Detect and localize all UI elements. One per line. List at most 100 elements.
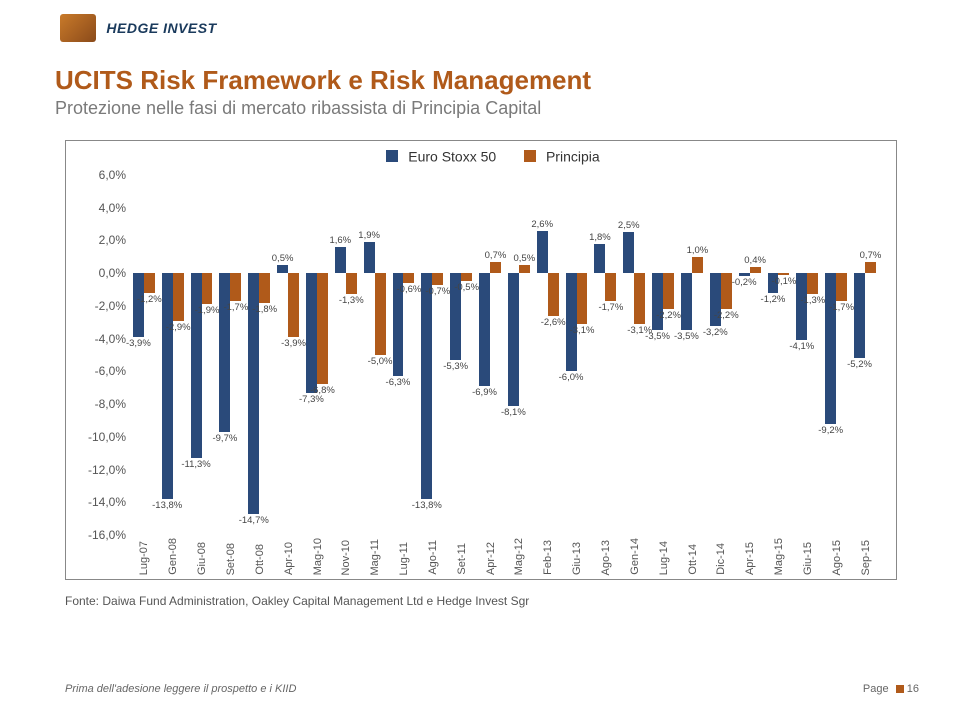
bar	[739, 273, 750, 276]
bar	[364, 242, 375, 273]
bar	[508, 273, 519, 406]
chart-legend: Euro Stoxx 50 Principia	[66, 147, 896, 164]
bar-value-label: -1,9%	[195, 305, 220, 316]
y-tick-label: -14,0%	[76, 495, 126, 509]
bar-value-label: -11,3%	[181, 459, 210, 470]
bar-value-label: 1,0%	[687, 245, 709, 256]
bar-value-label: -9,7%	[212, 433, 237, 444]
bar-value-label: 1,9%	[358, 230, 380, 241]
brand-logo: HEDGE INVEST	[60, 14, 217, 42]
bar	[162, 273, 173, 499]
bar-value-label: -1,2%	[137, 294, 162, 305]
y-tick-label: -4,0%	[76, 332, 126, 346]
bar	[721, 273, 732, 309]
y-tick-label: -12,0%	[76, 463, 126, 477]
bar-value-label: -1,7%	[223, 302, 248, 313]
x-tick-label: Mag-12	[513, 538, 525, 575]
bar	[202, 273, 213, 304]
bar	[432, 273, 443, 284]
x-tick-label: Ago-13	[600, 540, 612, 575]
bar	[796, 273, 807, 340]
x-tick-label: Apr-10	[283, 542, 295, 575]
bar	[421, 273, 432, 499]
bar-value-label: 0,7%	[485, 250, 507, 261]
x-tick-label: Lug-11	[398, 542, 410, 575]
bar	[577, 273, 588, 324]
x-tick-label: Mag-10	[312, 538, 324, 575]
x-tick-label: Apr-12	[485, 542, 497, 575]
bar	[663, 273, 674, 309]
bar	[750, 267, 761, 274]
bar-value-label: -2,9%	[166, 322, 191, 333]
bar-value-label: -5,0%	[368, 356, 393, 367]
bar-value-label: 0,4%	[744, 255, 766, 266]
chart-container: Euro Stoxx 50 Principia -3,9% -1,2% -13,8%…	[65, 140, 897, 580]
bar	[335, 247, 346, 273]
x-tick-label: Ott-08	[254, 544, 266, 575]
bar-value-label: -1,8%	[252, 304, 277, 315]
bar-value-label: -2,2%	[656, 310, 681, 321]
y-tick-label: 0,0%	[76, 266, 126, 280]
bar	[623, 232, 634, 273]
legend-label-b: Principia	[546, 148, 600, 164]
y-tick-label: -8,0%	[76, 397, 126, 411]
bar-value-label: -1,2%	[761, 294, 786, 305]
bar-value-label: 0,5%	[272, 253, 294, 264]
bar	[865, 262, 876, 273]
bar-value-label: -1,7%	[598, 302, 623, 313]
bar-value-label: -0,1%	[772, 276, 797, 287]
bar-value-label: -13,8%	[412, 500, 442, 511]
bar	[317, 273, 328, 384]
bar-value-label: -0,5%	[454, 282, 479, 293]
bar-value-label: 2,6%	[531, 219, 553, 230]
chart-plot: -3,9% -1,2% -13,8% -2,9% -11,3% -1,9% -9,7% -1,…	[130, 175, 880, 535]
x-tick-label: Dic-14	[715, 543, 727, 575]
bar	[259, 273, 270, 302]
bar-value-label: -0,2%	[732, 277, 757, 288]
bar	[403, 273, 414, 283]
bar-value-label: -1,3%	[800, 295, 825, 306]
page-subtitle: Protezione nelle fasi di mercato ribassi…	[55, 98, 591, 119]
bar	[566, 273, 577, 371]
headline: UCITS Risk Framework e Risk Management P…	[55, 65, 591, 119]
bar	[219, 273, 230, 432]
x-tick-label: Lug-14	[658, 541, 670, 575]
bar-value-label: -6,8%	[310, 385, 335, 396]
bar-value-label: 0,7%	[860, 250, 882, 261]
bar-value-label: -3,2%	[703, 327, 728, 338]
bar-value-label: -8,1%	[501, 407, 526, 418]
bar	[605, 273, 616, 301]
bar-value-label: -6,9%	[472, 387, 497, 398]
bar-value-label: -1,3%	[339, 295, 364, 306]
x-tick-label: Mag-15	[773, 538, 785, 575]
bar	[306, 273, 317, 392]
x-tick-label: Giu-15	[802, 542, 814, 575]
y-tick-label: -10,0%	[76, 430, 126, 444]
bar	[681, 273, 692, 330]
bar-value-label: -3,9%	[281, 338, 306, 349]
bar	[277, 265, 288, 273]
y-tick-label: -2,0%	[76, 299, 126, 313]
logo-text: HEDGE INVEST	[106, 20, 216, 36]
x-tick-label: Mag-11	[369, 539, 381, 575]
y-tick-label: 2,0%	[76, 233, 126, 247]
y-tick-label: -16,0%	[76, 528, 126, 542]
x-tick-label: Gen-08	[167, 538, 179, 575]
bar	[807, 273, 818, 294]
bar-value-label: -5,3%	[443, 361, 468, 372]
bar-value-label: -2,6%	[541, 317, 566, 328]
footer-page: Page 16	[863, 683, 919, 695]
bar-value-label: -0,6%	[397, 284, 422, 295]
bar	[594, 244, 605, 273]
footer-page-label: Page	[863, 683, 889, 695]
y-tick-label: -6,0%	[76, 364, 126, 378]
bar	[133, 273, 144, 337]
x-tick-label: Feb-13	[542, 540, 554, 575]
bar-value-label: -3,5%	[645, 331, 670, 342]
legend-swatch-b	[524, 150, 536, 162]
x-tick-label: Ago-11	[427, 540, 439, 575]
bar-value-label: -9,2%	[818, 425, 843, 436]
bar-value-label: -14,7%	[239, 515, 269, 526]
bar	[537, 231, 548, 274]
y-tick-label: 6,0%	[76, 168, 126, 182]
